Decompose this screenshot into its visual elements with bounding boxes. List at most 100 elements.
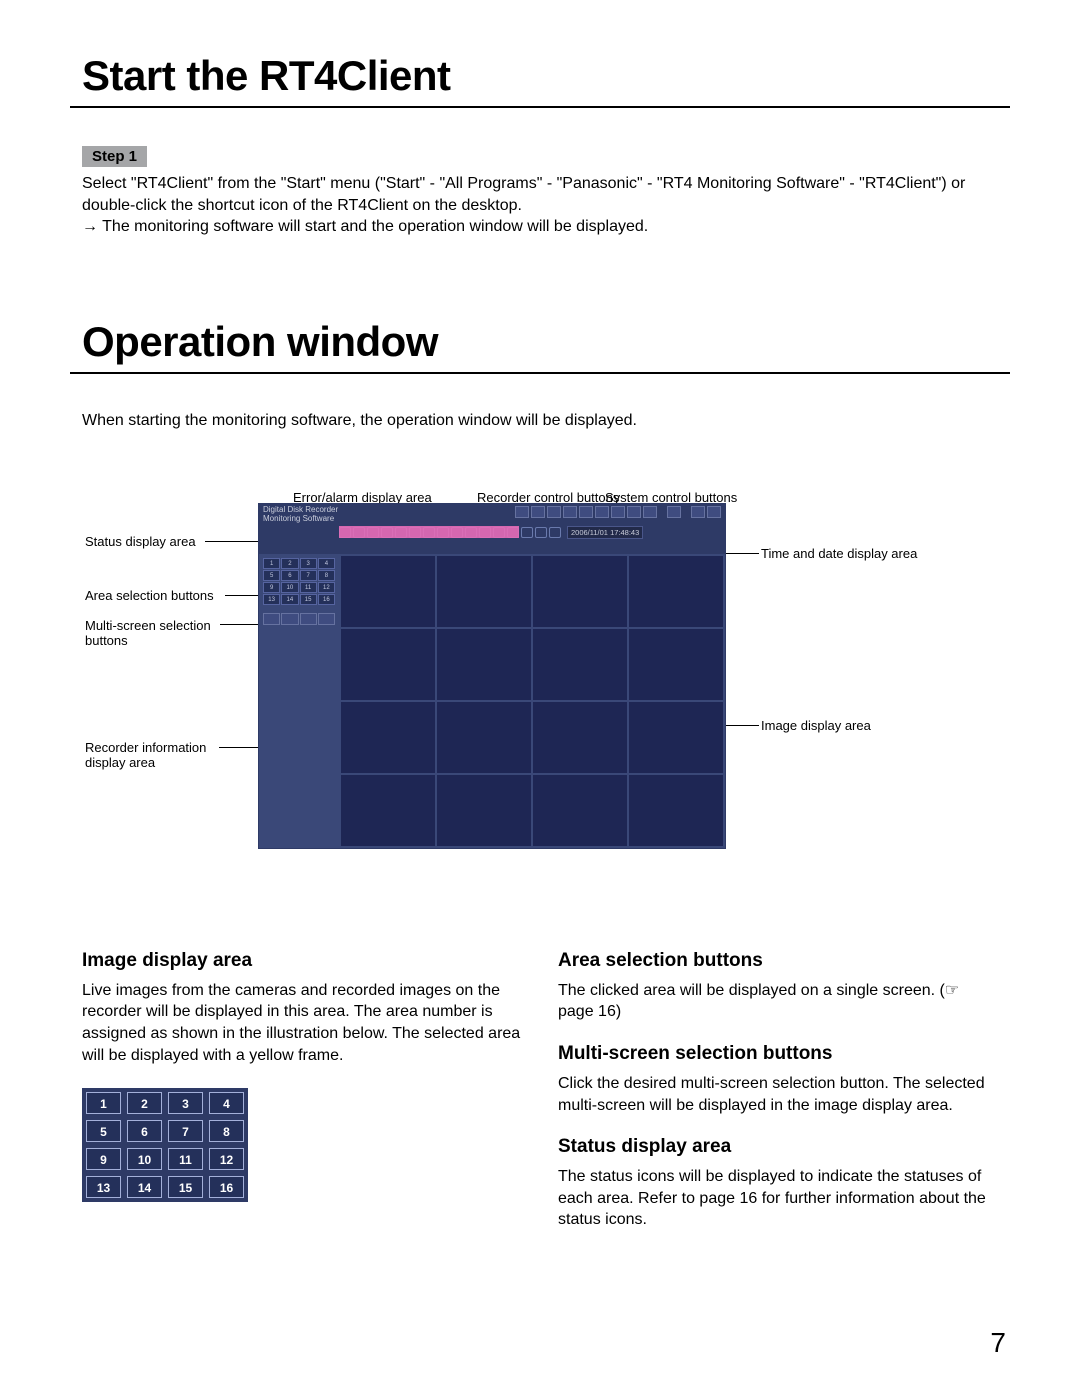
area-number-cell: 4 (209, 1092, 244, 1114)
datetime-display: 2006/11/01 17:48:43 (567, 526, 643, 539)
area-number-cell: 7 (168, 1120, 203, 1142)
callout-status: Status display area (85, 534, 196, 549)
heading-area-selection: Area selection buttons (558, 950, 998, 972)
area-number-cell: 13 (86, 1176, 121, 1198)
video-cell[interactable] (437, 556, 531, 627)
system-button[interactable] (707, 506, 721, 518)
area-number-cell: 16 (209, 1176, 244, 1198)
app-title-line2: Monitoring Software (263, 515, 338, 524)
video-cell[interactable] (533, 556, 627, 627)
area-button[interactable]: 15 (300, 594, 317, 605)
area-button[interactable]: 12 (318, 582, 335, 593)
section1-title: Start the RT4Client (82, 52, 1010, 100)
area-button[interactable]: 14 (281, 594, 298, 605)
leader (219, 747, 263, 748)
area-button[interactable]: 4 (318, 558, 335, 569)
area-button[interactable]: 8 (318, 570, 335, 581)
step1-line2: The monitoring software will start and t… (82, 216, 998, 238)
right-column: Area selection buttons The clicked area … (558, 930, 998, 1231)
rule-1 (70, 106, 1010, 108)
video-cell[interactable] (437, 775, 531, 846)
heading-status: Status display area (558, 1136, 998, 1158)
video-cell[interactable] (533, 629, 627, 700)
area-button[interactable]: 10 (281, 582, 298, 593)
system-button[interactable] (691, 506, 705, 518)
multiscreen-button[interactable] (300, 613, 317, 625)
video-cell[interactable] (341, 629, 435, 700)
area-number-cell: 12 (209, 1148, 244, 1170)
video-cell[interactable] (341, 556, 435, 627)
leader (205, 541, 261, 542)
area-number-cell: 5 (86, 1120, 121, 1142)
recorder-button[interactable] (547, 506, 561, 518)
area-button[interactable]: 11 (300, 582, 317, 593)
recorder-button[interactable] (531, 506, 545, 518)
video-cell[interactable] (437, 702, 531, 773)
callout-system-ctrl: System control buttons (605, 490, 737, 505)
body-status: The status icons will be displayed to in… (558, 1166, 998, 1231)
recorder-button[interactable] (579, 506, 593, 518)
area-button[interactable]: 3 (300, 558, 317, 569)
heading-image-display: Image display area (82, 950, 522, 972)
recorder-button[interactable] (643, 506, 657, 518)
operation-window-figure: Error/alarm display area Recorder contro… (85, 490, 995, 890)
spacer (683, 506, 689, 524)
area-number-cell: 8 (209, 1120, 244, 1142)
multiscreen-buttons (263, 613, 335, 625)
app-title: Digital Disk Recorder Monitoring Softwar… (263, 506, 338, 524)
area-button[interactable]: 13 (263, 594, 280, 605)
area-button[interactable]: 5 (263, 570, 280, 581)
recorder-button[interactable] (611, 506, 625, 518)
multiscreen-button[interactable] (263, 613, 280, 625)
error-alarm-display (339, 526, 519, 538)
spacer (659, 506, 665, 524)
recorder-button[interactable] (563, 506, 577, 518)
recorder-button[interactable] (627, 506, 641, 518)
area-number-cell: 14 (127, 1176, 162, 1198)
recorder-control-buttons (515, 506, 721, 524)
area-button[interactable]: 1 (263, 558, 280, 569)
area-number-illustration: 1 2 3 4 5 6 7 8 9 10 11 12 13 14 15 16 (82, 1088, 248, 1202)
video-cell[interactable] (629, 775, 723, 846)
video-cell[interactable] (341, 775, 435, 846)
multiscreen-button[interactable] (281, 613, 298, 625)
callout-imagearea: Image display area (761, 718, 871, 733)
video-cell[interactable] (341, 702, 435, 773)
video-cell[interactable] (533, 775, 627, 846)
callout-areasel: Area selection buttons (85, 588, 214, 603)
area-button[interactable]: 7 (300, 570, 317, 581)
area-button[interactable]: 16 (318, 594, 335, 605)
recorder-button[interactable] (595, 506, 609, 518)
system-button[interactable] (667, 506, 681, 518)
channel-button[interactable] (549, 527, 561, 538)
video-cell[interactable] (437, 629, 531, 700)
area-button[interactable]: 9 (263, 582, 280, 593)
step1-line1: Select "RT4Client" from the "Start" menu… (82, 173, 998, 216)
area-button[interactable]: 6 (281, 570, 298, 581)
section2-intro: When starting the monitoring software, t… (82, 412, 998, 430)
video-cell[interactable] (629, 629, 723, 700)
image-display-grid (339, 554, 725, 848)
step-badge: Step 1 (82, 146, 147, 167)
multiscreen-button[interactable] (318, 613, 335, 625)
area-number-cell: 3 (168, 1092, 203, 1114)
area-number-cell: 10 (127, 1148, 162, 1170)
body-area-selection: The clicked area will be displayed on a … (558, 980, 998, 1023)
heading-multiscreen: Multi-screen selection buttons (558, 1043, 998, 1065)
callout-error-alarm: Error/alarm display area (293, 490, 432, 505)
recorder-button[interactable] (515, 506, 529, 518)
area-number-cell: 6 (127, 1120, 162, 1142)
callout-multi: Multi-screen selection buttons (85, 618, 225, 648)
area-number-cell: 11 (168, 1148, 203, 1170)
channel-button[interactable] (521, 527, 533, 538)
video-cell[interactable] (629, 556, 723, 627)
video-cell[interactable] (533, 702, 627, 773)
video-cell[interactable] (629, 702, 723, 773)
app-sidebar: 1 2 3 4 5 6 7 8 9 10 11 12 13 14 15 16 (259, 554, 339, 848)
area-number-cell: 2 (127, 1092, 162, 1114)
section2-title: Operation window (82, 318, 1010, 366)
area-button[interactable]: 2 (281, 558, 298, 569)
channel-button[interactable] (535, 527, 547, 538)
app-main: 1 2 3 4 5 6 7 8 9 10 11 12 13 14 15 16 (259, 554, 725, 848)
leader (220, 624, 264, 625)
